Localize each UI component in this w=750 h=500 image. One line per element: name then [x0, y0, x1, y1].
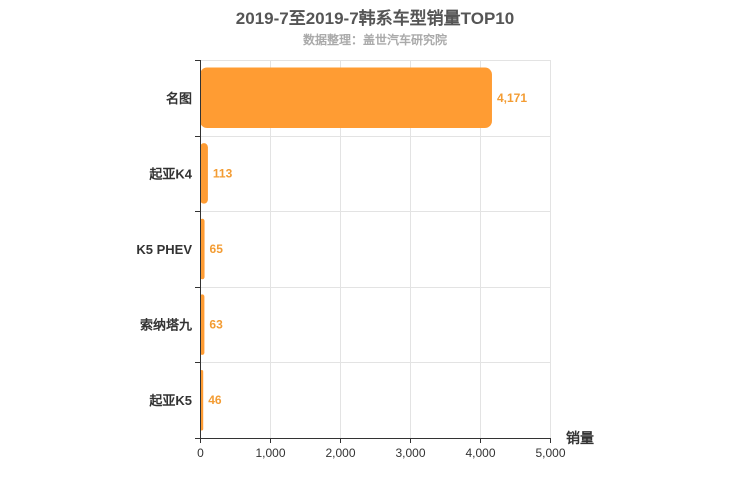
category-label: 起亚K5 — [148, 393, 192, 408]
x-tick-label: 4,000 — [465, 446, 495, 460]
value-label: 113 — [213, 166, 233, 180]
bars — [200, 68, 492, 431]
value-label: 4,171 — [497, 91, 527, 105]
category-label: 索纳塔九 — [140, 318, 192, 333]
x-tick-label: 1,000 — [255, 446, 285, 460]
category-label: K5 PHEV — [136, 242, 192, 257]
x-tick-label: 2,000 — [325, 446, 355, 460]
category-label: 起亚K4 — [148, 166, 192, 181]
bar — [200, 143, 208, 203]
category-label: 名图 — [166, 91, 192, 106]
x-tick-label: 0 — [197, 446, 204, 460]
value-label: 46 — [208, 393, 222, 407]
bar — [200, 68, 492, 128]
x-tick-label: 5,000 — [535, 446, 565, 460]
value-label: 65 — [210, 242, 224, 256]
x-axis-title: 销量 — [566, 430, 594, 446]
x-tick-label: 3,000 — [395, 446, 425, 460]
value-label: 63 — [209, 318, 223, 332]
